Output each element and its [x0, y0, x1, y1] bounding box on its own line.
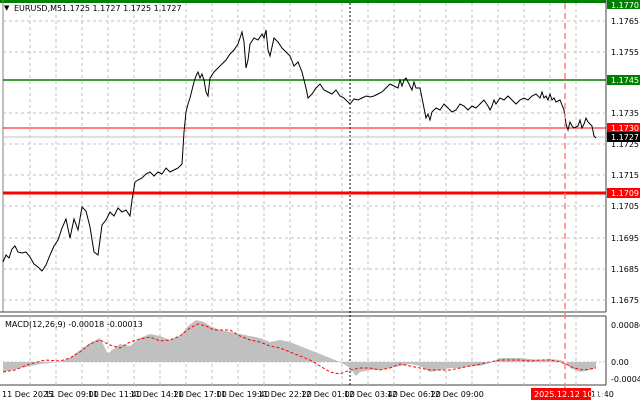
symbol-label: EURUSD,M5 [14, 4, 62, 13]
grid [3, 3, 606, 385]
svg-text:0.00086: 0.00086 [611, 321, 640, 330]
svg-text:1.1695: 1.1695 [611, 234, 639, 243]
svg-text:0.00: 0.00 [611, 358, 629, 367]
svg-text:1.1745: 1.1745 [611, 76, 639, 85]
svg-text:1.1770: 1.1770 [611, 1, 639, 10]
svg-text:-0.00042: -0.00042 [611, 375, 640, 384]
macd-title: MACD(12,26,9) -0.00018 -0.00013 [5, 320, 143, 329]
svg-text:1.1725: 1.1725 [611, 140, 639, 149]
dropdown-triangle-icon[interactable]: ▼ [4, 4, 10, 12]
svg-text:1.1735: 1.1735 [611, 109, 639, 118]
svg-text:11 Dec 09:00: 11 Dec 09:00 [45, 390, 99, 399]
svg-text:11 Dec 22:20: 11 Dec 22:20 [258, 390, 312, 399]
svg-text:12 Dec 03:40: 12 Dec 03:40 [344, 390, 398, 399]
cursor-time-tag [531, 388, 591, 400]
svg-text:11 Dec 2025: 11 Dec 2025 [2, 390, 53, 399]
top-border [0, 0, 606, 3]
svg-text:1.1705: 1.1705 [611, 202, 639, 211]
time-axis: 11 Dec 2025 11 Dec 09:00 11 Dec 11:40 11… [2, 390, 614, 399]
svg-text:1.1727: 1.1727 [611, 133, 639, 142]
svg-text:11 Dec 19:40: 11 Dec 19:40 [216, 390, 270, 399]
svg-text:1.1765: 1.1765 [611, 17, 639, 26]
svg-text:1.1685: 1.1685 [611, 265, 639, 274]
macd-signal [2, 323, 597, 375]
price-axis: 1.1765 1.1755 1.1735 1.1725 1.1715 1.170… [611, 17, 639, 305]
svg-text:12 Dec 06:20: 12 Dec 06:20 [387, 390, 441, 399]
svg-text:1.1709: 1.1709 [611, 189, 639, 198]
ohlc-label: 1.1725 1.1727 1.1725 1.1727 [62, 4, 182, 13]
svg-text:1.1730: 1.1730 [611, 124, 639, 133]
svg-text:1.1675: 1.1675 [611, 296, 639, 305]
cursor-time-label: 2025.12.12 10:55 [534, 390, 605, 399]
macd-axis: 0.00086 0.00 -0.00042 [611, 321, 640, 384]
svg-text:11 Dec 14:20: 11 Dec 14:20 [130, 390, 184, 399]
svg-text:11 Dec 11:40: 11 Dec 11:40 [88, 390, 142, 399]
svg-text:1.1715: 1.1715 [611, 171, 639, 180]
svg-text:11 Dec 17:00: 11 Dec 17:00 [173, 390, 227, 399]
svg-text:1.1755: 1.1755 [611, 48, 639, 57]
svg-text:12 Dec 01:00: 12 Dec 01:00 [301, 390, 355, 399]
level-tags: 1.1770 1.1745 1.1730 1.1727 1.1709 [607, 0, 640, 198]
price-series [2, 29, 597, 272]
svg-text:12 Dec 09:00: 12 Dec 09:00 [430, 390, 484, 399]
